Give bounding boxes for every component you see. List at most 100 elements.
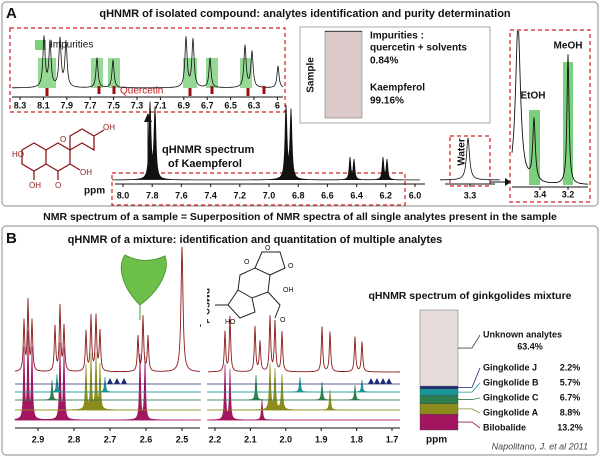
component-trace bbox=[15, 373, 200, 393]
ppm-label: ppm bbox=[84, 186, 105, 197]
spectrum-label: qHNMR spectrum bbox=[162, 144, 255, 156]
component-marker bbox=[380, 378, 386, 384]
axis-box bbox=[111, 172, 406, 206]
impurity-highlight bbox=[240, 58, 252, 88]
solvent-label: MeOH bbox=[554, 41, 583, 52]
spectrum-trace bbox=[208, 315, 400, 373]
segment-value: 99.16% bbox=[370, 96, 404, 107]
tick-label: 7.1 bbox=[154, 100, 167, 110]
leader-line bbox=[458, 421, 481, 429]
solvent-highlight bbox=[529, 110, 540, 185]
tick-label: 7.5 bbox=[107, 100, 120, 110]
sample-axis-label: Sample bbox=[306, 57, 317, 93]
component-marker bbox=[368, 378, 374, 384]
spectrum-label: of Kaempferol bbox=[168, 158, 242, 170]
tick-label: 8.3 bbox=[14, 100, 27, 110]
component-trace bbox=[15, 352, 200, 411]
leader-line bbox=[458, 334, 481, 349]
leader-line bbox=[458, 367, 481, 388]
spectrum-trace bbox=[14, 246, 200, 373]
impurity-swatch bbox=[35, 40, 46, 50]
atom-label: OH bbox=[103, 123, 115, 132]
segment-name: Unknown analytes bbox=[483, 329, 562, 339]
tick-label: 6.9 bbox=[178, 100, 191, 110]
tick-label: 6.7 bbox=[201, 100, 214, 110]
caption: NMR spectrum of a sample = Superposition… bbox=[43, 211, 557, 223]
solvent-spectrum bbox=[511, 31, 588, 185]
tick-label: 7.4 bbox=[204, 190, 217, 200]
atom-label: O bbox=[288, 263, 294, 270]
tick-label: 7.2 bbox=[234, 190, 247, 200]
solvent-label: EtOH bbox=[521, 91, 546, 102]
segment-name: Gingkolide C bbox=[483, 392, 539, 402]
atom-label: HO bbox=[12, 150, 24, 159]
segment-name: Bilobalide bbox=[483, 422, 526, 432]
panel-frame bbox=[1, 1, 599, 207]
segment-name: Impurities : bbox=[370, 31, 424, 42]
panel-letter: A bbox=[6, 5, 17, 22]
tick-label: 3.2 bbox=[562, 189, 575, 199]
inset-box bbox=[9, 27, 286, 113]
tick-label: 7.0 bbox=[263, 190, 276, 200]
ginkgo-leaf bbox=[120, 254, 167, 320]
tick-label: 7.3 bbox=[131, 100, 144, 110]
molecule bbox=[21, 128, 105, 180]
tick-label: 3.4 bbox=[534, 189, 547, 199]
quercetin-marker bbox=[246, 88, 250, 96]
segment-name: Gingkolide A bbox=[483, 407, 539, 417]
segment-value: 8.8% bbox=[560, 407, 581, 417]
sample-box bbox=[299, 26, 491, 124]
tick-label: 6.2 bbox=[380, 190, 393, 200]
impurity-highlight bbox=[206, 58, 218, 88]
tick-label: 2.0 bbox=[280, 434, 293, 444]
tick-label: 2.7 bbox=[104, 434, 117, 444]
tick-label: 8.1 bbox=[37, 100, 50, 110]
segment-name: Gingkolide J bbox=[483, 362, 537, 372]
segment-name: Gingkolide B bbox=[483, 377, 539, 387]
tick-label: 1.7 bbox=[386, 434, 399, 444]
component-marker bbox=[107, 378, 113, 384]
atom-label: O bbox=[265, 245, 271, 252]
tick-label: 1.8 bbox=[350, 434, 363, 444]
atom-label: OH bbox=[80, 168, 92, 177]
tick-label: 2.1 bbox=[244, 434, 257, 444]
tick-label: 6.0 bbox=[409, 190, 422, 200]
tick-label: 7.8 bbox=[146, 190, 159, 200]
quercetin-marker bbox=[188, 88, 192, 96]
component-trace bbox=[14, 330, 200, 421]
tick-label: 7.6 bbox=[175, 190, 188, 200]
segment-value: 13.2% bbox=[557, 422, 583, 432]
tick-label: 2.9 bbox=[32, 434, 45, 444]
panel-frame bbox=[1, 225, 599, 456]
panel-title: qHNMR of a mixture: identification and q… bbox=[68, 234, 443, 246]
segment-value: 0.84% bbox=[370, 56, 398, 67]
tick-label: 6.6 bbox=[321, 190, 334, 200]
tick-label: 3.3 bbox=[464, 190, 477, 200]
tick-label: 2.2 bbox=[209, 434, 222, 444]
bar-segment bbox=[324, 30, 363, 32]
component-trace bbox=[208, 363, 400, 411]
bar-segment bbox=[419, 395, 459, 404]
tick-label: 6.3 bbox=[248, 100, 261, 110]
solvent-inset-box bbox=[509, 29, 591, 203]
tick-label: 7.9 bbox=[61, 100, 74, 110]
atom-label: O bbox=[60, 135, 66, 144]
spectrum-title: qHNMR spectrum of ginkgolides mixture bbox=[368, 290, 571, 302]
citation: Napolitano, J. et al 2011 bbox=[492, 441, 588, 451]
impurity-highlight bbox=[38, 58, 56, 88]
component-marker bbox=[386, 378, 392, 384]
water-label: Water bbox=[457, 138, 468, 166]
quercetin-marker bbox=[97, 86, 101, 94]
spectrum-trace bbox=[12, 35, 284, 89]
tick-label: 2.8 bbox=[68, 434, 81, 444]
component-trace bbox=[208, 376, 400, 393]
atom-label: O bbox=[280, 317, 286, 324]
component-marker bbox=[114, 378, 120, 384]
tick-label: 2.5 bbox=[176, 434, 189, 444]
tick-label: 2.6 bbox=[140, 434, 153, 444]
impurity-highlight bbox=[183, 58, 197, 88]
segment-name: quercetin + solvents bbox=[370, 43, 467, 54]
component-marker bbox=[374, 378, 380, 384]
component-trace bbox=[15, 379, 200, 401]
